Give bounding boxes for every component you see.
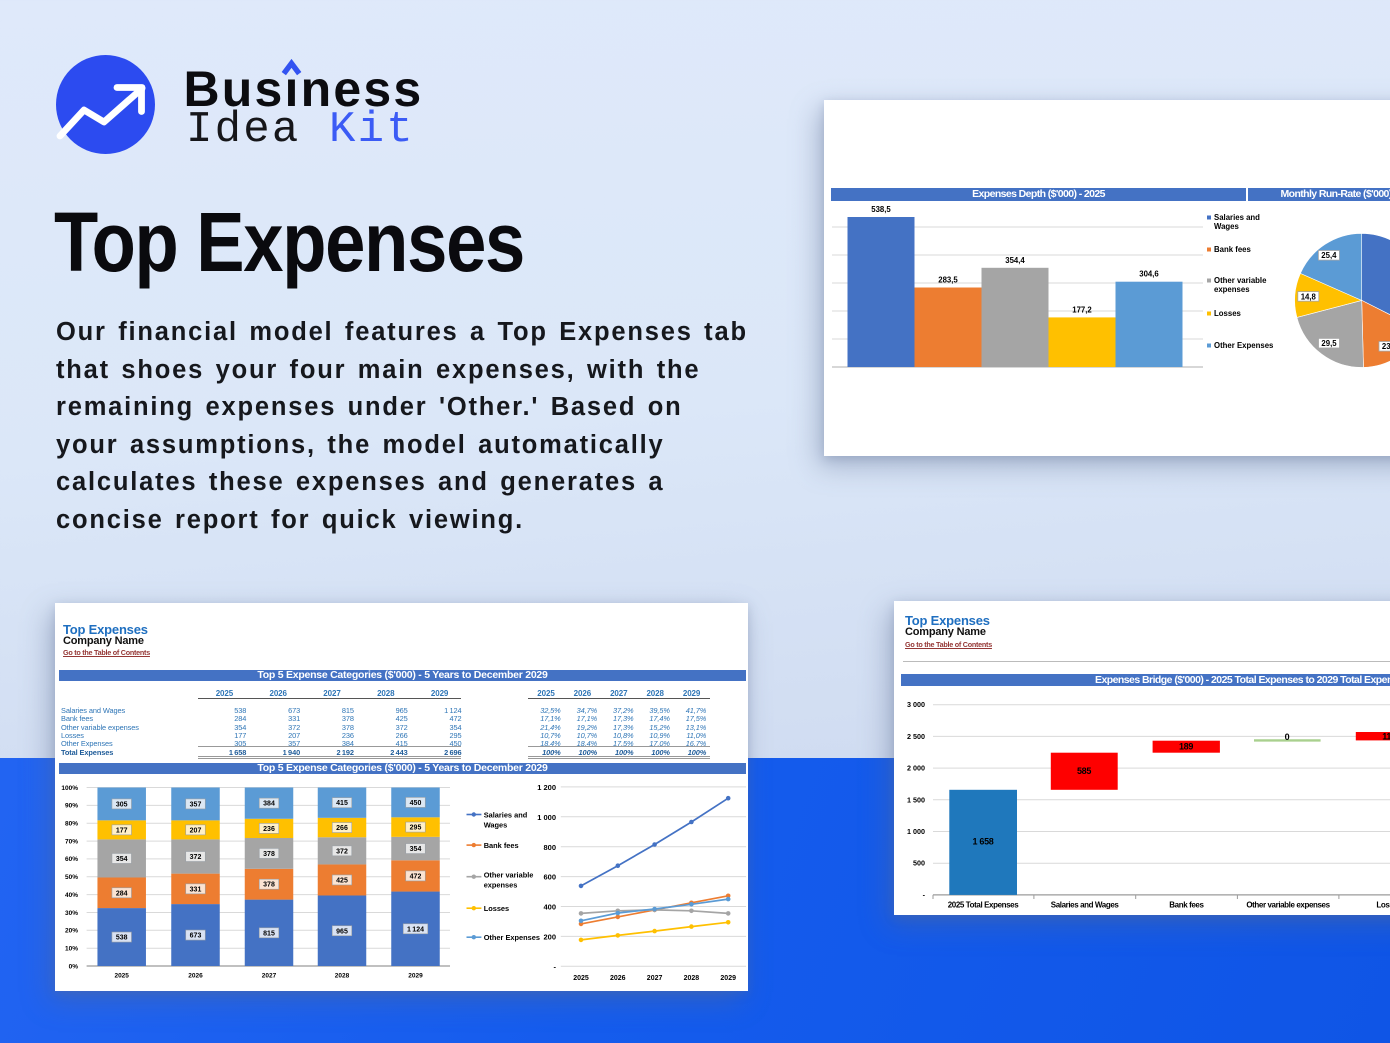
- svg-text:Bank fees: Bank fees: [1169, 900, 1204, 909]
- svg-text:1 500: 1 500: [907, 795, 925, 804]
- svg-text:Other Expenses: Other Expenses: [484, 933, 540, 942]
- svg-text:70%: 70%: [65, 838, 78, 845]
- svg-text:177: 177: [116, 827, 128, 834]
- svg-text:Salaries and: Salaries and: [1214, 213, 1260, 222]
- svg-text:331: 331: [190, 886, 202, 893]
- svg-text:200: 200: [543, 933, 556, 942]
- svg-text:415: 415: [336, 800, 348, 807]
- svg-text:378: 378: [263, 882, 275, 889]
- svg-text:1 658: 1 658: [972, 837, 993, 847]
- svg-text:Bank fees: Bank fees: [484, 841, 519, 850]
- svg-text:30%: 30%: [65, 910, 78, 917]
- svg-text:372: 372: [336, 848, 348, 855]
- svg-text:378: 378: [263, 851, 275, 858]
- svg-text:50%: 50%: [65, 874, 78, 881]
- svg-text:2029: 2029: [408, 973, 423, 980]
- svg-text:0%: 0%: [69, 963, 79, 970]
- svg-text:Wages: Wages: [1214, 222, 1240, 231]
- svg-text:Losses: Losses: [1376, 900, 1390, 909]
- svg-text:538: 538: [116, 935, 128, 942]
- svg-text:100%: 100%: [61, 785, 78, 792]
- svg-text:1 124: 1 124: [407, 926, 424, 933]
- svg-text:10%: 10%: [65, 946, 78, 953]
- svg-text:29,5: 29,5: [1321, 339, 1337, 348]
- svg-text:304,6: 304,6: [1139, 270, 1159, 279]
- svg-text:2026: 2026: [610, 975, 626, 982]
- svg-text:Other variable expenses: Other variable expenses: [1246, 900, 1330, 909]
- svg-text:40%: 40%: [65, 892, 78, 899]
- svg-text:1 000: 1 000: [537, 813, 556, 822]
- svg-text:472: 472: [410, 873, 422, 880]
- svg-text:Other variable: Other variable: [484, 871, 534, 880]
- svg-text:585: 585: [1077, 766, 1091, 776]
- svg-text:Other Expenses: Other Expenses: [1214, 341, 1274, 350]
- svg-text:425: 425: [336, 877, 348, 884]
- svg-text:118: 118: [1382, 731, 1390, 741]
- svg-text:1 200: 1 200: [537, 783, 556, 792]
- svg-text:expenses: expenses: [484, 880, 518, 889]
- svg-text:538,5: 538,5: [871, 205, 891, 214]
- svg-text:295: 295: [410, 825, 422, 832]
- svg-text:60%: 60%: [65, 856, 78, 863]
- svg-text:-: -: [923, 890, 926, 899]
- svg-text:20%: 20%: [65, 928, 78, 935]
- svg-text:384: 384: [263, 801, 275, 808]
- svg-text:815: 815: [263, 930, 275, 937]
- svg-text:2 500: 2 500: [907, 732, 925, 741]
- svg-text:284: 284: [116, 890, 128, 897]
- svg-text:2025: 2025: [114, 973, 129, 980]
- svg-text:-: -: [554, 962, 557, 971]
- svg-text:354: 354: [410, 846, 422, 853]
- svg-text:1 000: 1 000: [907, 827, 925, 836]
- svg-text:Salaries and: Salaries and: [484, 811, 528, 820]
- svg-text:207: 207: [190, 827, 202, 834]
- svg-text:2028: 2028: [684, 975, 700, 982]
- svg-text:Losses: Losses: [484, 904, 509, 913]
- svg-text:2028: 2028: [335, 973, 350, 980]
- svg-text:400: 400: [543, 903, 556, 912]
- svg-text:Bank fees: Bank fees: [1214, 245, 1252, 254]
- svg-text:23,6: 23,6: [1382, 342, 1390, 351]
- svg-text:189: 189: [1179, 742, 1193, 752]
- svg-text:0: 0: [1285, 732, 1290, 742]
- svg-text:372: 372: [190, 854, 202, 861]
- svg-text:354: 354: [116, 856, 128, 863]
- svg-text:25,4: 25,4: [1321, 251, 1337, 260]
- svg-text:673: 673: [190, 933, 202, 940]
- svg-text:2027: 2027: [647, 975, 663, 982]
- svg-text:Losses: Losses: [1214, 309, 1242, 318]
- svg-text:2 000: 2 000: [907, 764, 925, 773]
- svg-text:500: 500: [913, 859, 925, 868]
- svg-text:80%: 80%: [65, 821, 78, 828]
- svg-text:2027: 2027: [262, 973, 277, 980]
- svg-text:965: 965: [336, 928, 348, 935]
- svg-text:Other variable: Other variable: [1214, 276, 1267, 285]
- svg-text:177,2: 177,2: [1072, 305, 1092, 314]
- svg-text:357: 357: [190, 801, 202, 808]
- svg-text:14,8: 14,8: [1301, 292, 1317, 301]
- svg-text:Wages: Wages: [484, 820, 508, 829]
- svg-text:2029: 2029: [720, 975, 736, 982]
- svg-text:600: 600: [543, 873, 556, 882]
- svg-text:450: 450: [410, 800, 422, 807]
- svg-text:305: 305: [116, 801, 128, 808]
- svg-text:236: 236: [263, 826, 275, 833]
- svg-text:800: 800: [543, 843, 556, 852]
- svg-text:expenses: expenses: [1214, 285, 1250, 294]
- svg-text:90%: 90%: [65, 803, 78, 810]
- svg-text:3 000: 3 000: [907, 700, 925, 709]
- svg-text:2025: 2025: [573, 975, 589, 982]
- svg-text:283,5: 283,5: [938, 276, 958, 285]
- svg-text:354,4: 354,4: [1005, 256, 1025, 265]
- svg-text:Salaries and Wages: Salaries and Wages: [1051, 900, 1120, 909]
- svg-text:2026: 2026: [188, 973, 203, 980]
- svg-text:2025 Total Expenses: 2025 Total Expenses: [948, 900, 1019, 909]
- svg-text:266: 266: [336, 825, 348, 832]
